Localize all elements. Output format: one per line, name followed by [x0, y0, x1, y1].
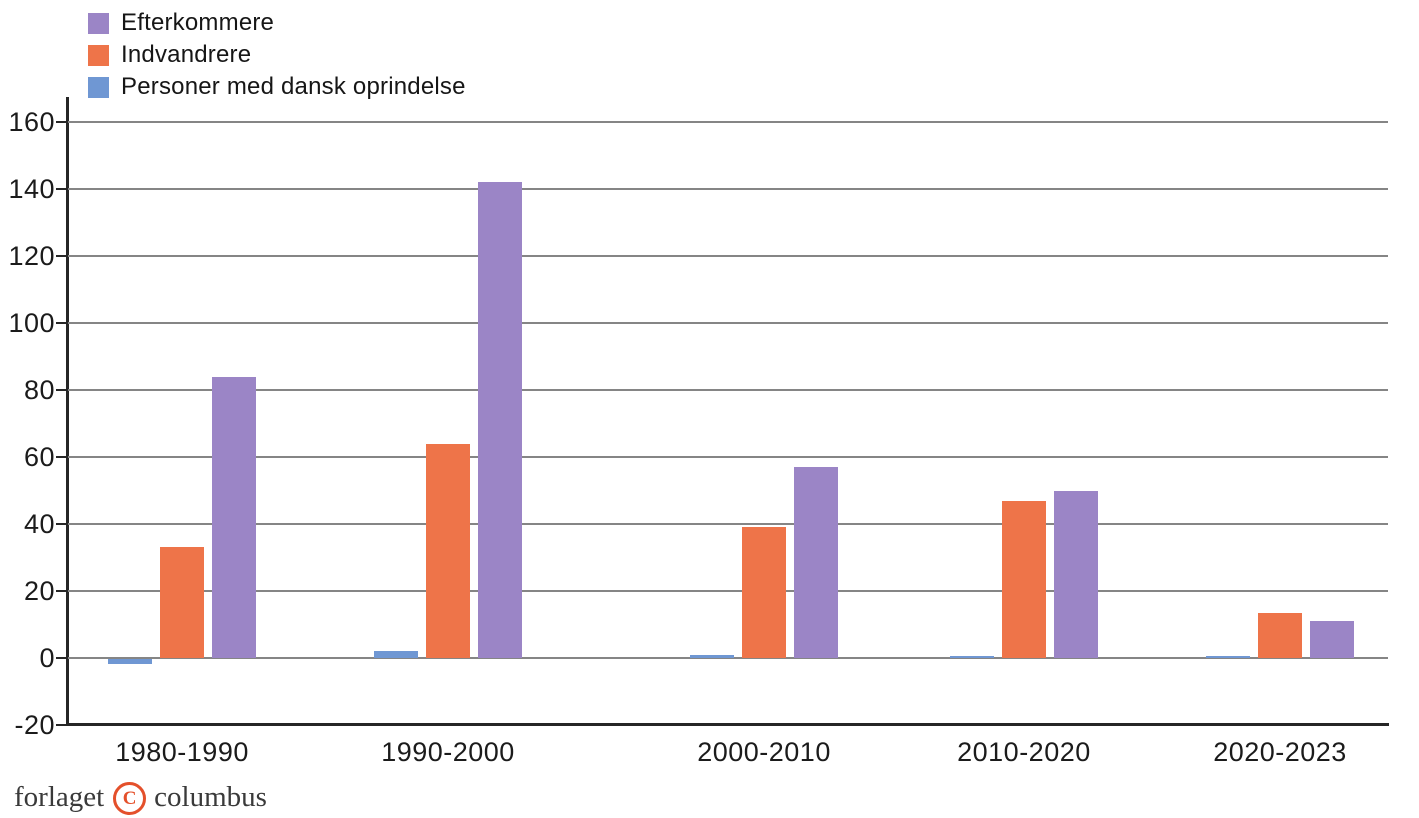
- y-axis-tick: [56, 255, 66, 257]
- gridline-y-120: [68, 255, 1388, 257]
- copyright-c-logo-icon: C: [113, 782, 147, 815]
- bar-indvandrere-1990-2000: [426, 443, 471, 658]
- gridline-y-80: [68, 389, 1388, 391]
- bar-indvandrere-2010-2020: [1001, 500, 1046, 658]
- legend-swatch-indvandrere: [88, 44, 109, 66]
- y-axis-tick: [56, 456, 66, 458]
- gridline-y-20: [68, 590, 1388, 592]
- gridline-y-60: [68, 456, 1388, 458]
- bar-personer-med-dansk-oprindelse-2020-2023: [1206, 656, 1251, 659]
- y-tick-label: 0: [39, 643, 55, 673]
- bar-personer-med-dansk-oprindelse-1980-1990: [108, 659, 153, 665]
- legend-item-indvandrere: Indvandrere: [88, 39, 466, 71]
- y-axis-tick: [56, 121, 66, 123]
- y-axis-tick: [56, 724, 66, 726]
- y-axis-tick: [56, 389, 66, 391]
- bar-indvandrere-1980-1990: [160, 547, 205, 658]
- gridline-y-140: [68, 188, 1388, 190]
- legend-swatch-efterkommere: [88, 12, 109, 34]
- y-tick-label: 100: [8, 308, 55, 338]
- legend-swatch-dansk-oprindelse: [88, 76, 109, 98]
- y-tick-label: 120: [8, 241, 55, 271]
- brand-text-left: forlaget: [14, 781, 105, 813]
- y-axis-tick: [56, 322, 66, 324]
- gridline-y-40: [68, 523, 1388, 525]
- chart-legend: Efterkommere Indvandrere Personer med da…: [88, 7, 466, 103]
- y-tick-label: 20: [23, 576, 55, 606]
- legend-label-dansk-oprindelse: Personer med dansk oprindelse: [121, 73, 466, 100]
- y-tick-label: 40: [23, 509, 55, 539]
- x-axis-label: 2020-2023: [1213, 737, 1347, 767]
- bar-personer-med-dansk-oprindelse-2000-2010: [690, 654, 735, 658]
- y-axis-tick: [56, 523, 66, 525]
- bar-personer-med-dansk-oprindelse-1990-2000: [374, 651, 419, 658]
- gridline-y-100: [68, 322, 1388, 324]
- bar-efterkommere-1990-2000: [478, 182, 523, 658]
- legend-item-efterkommere: Efterkommere: [88, 7, 466, 39]
- bar-indvandrere-2020-2023: [1258, 612, 1303, 658]
- y-tick-label: -20: [14, 710, 55, 740]
- gridline-y-160: [68, 121, 1388, 123]
- y-axis-line: [66, 97, 69, 726]
- x-axis-label: 2010-2020: [957, 737, 1091, 767]
- y-axis-tick: [56, 188, 66, 190]
- gridline-y-0: [68, 657, 1388, 659]
- legend-label-indvandrere: Indvandrere: [121, 41, 252, 68]
- x-axis-label: 2000-2010: [697, 737, 831, 767]
- bar-efterkommere-2000-2010: [794, 467, 839, 658]
- brand-text-right: columbus: [154, 781, 267, 813]
- y-tick-label: 80: [23, 375, 55, 405]
- y-tick-label: 140: [8, 174, 55, 204]
- x-axis-label: 1990-2000: [381, 737, 515, 767]
- bar-efterkommere-2020-2023: [1310, 621, 1355, 658]
- legend-label-efterkommere: Efterkommere: [121, 9, 275, 36]
- x-axis-label: 1980-1990: [115, 737, 249, 767]
- x-axis-line: [66, 723, 1389, 726]
- bar-efterkommere-2010-2020: [1053, 490, 1098, 658]
- y-axis-tick: [56, 590, 66, 592]
- bar-personer-med-dansk-oprindelse-2010-2020: [949, 656, 994, 659]
- y-tick-label: 60: [23, 442, 55, 472]
- legend-item-dansk-oprindelse: Personer med dansk oprindelse: [88, 71, 466, 103]
- bar-efterkommere-1980-1990: [212, 376, 257, 658]
- y-tick-label: 160: [8, 107, 55, 137]
- y-axis-tick: [56, 657, 66, 659]
- publisher-brand: forlaget C columbus: [14, 780, 267, 815]
- bar-indvandrere-2000-2010: [742, 527, 787, 658]
